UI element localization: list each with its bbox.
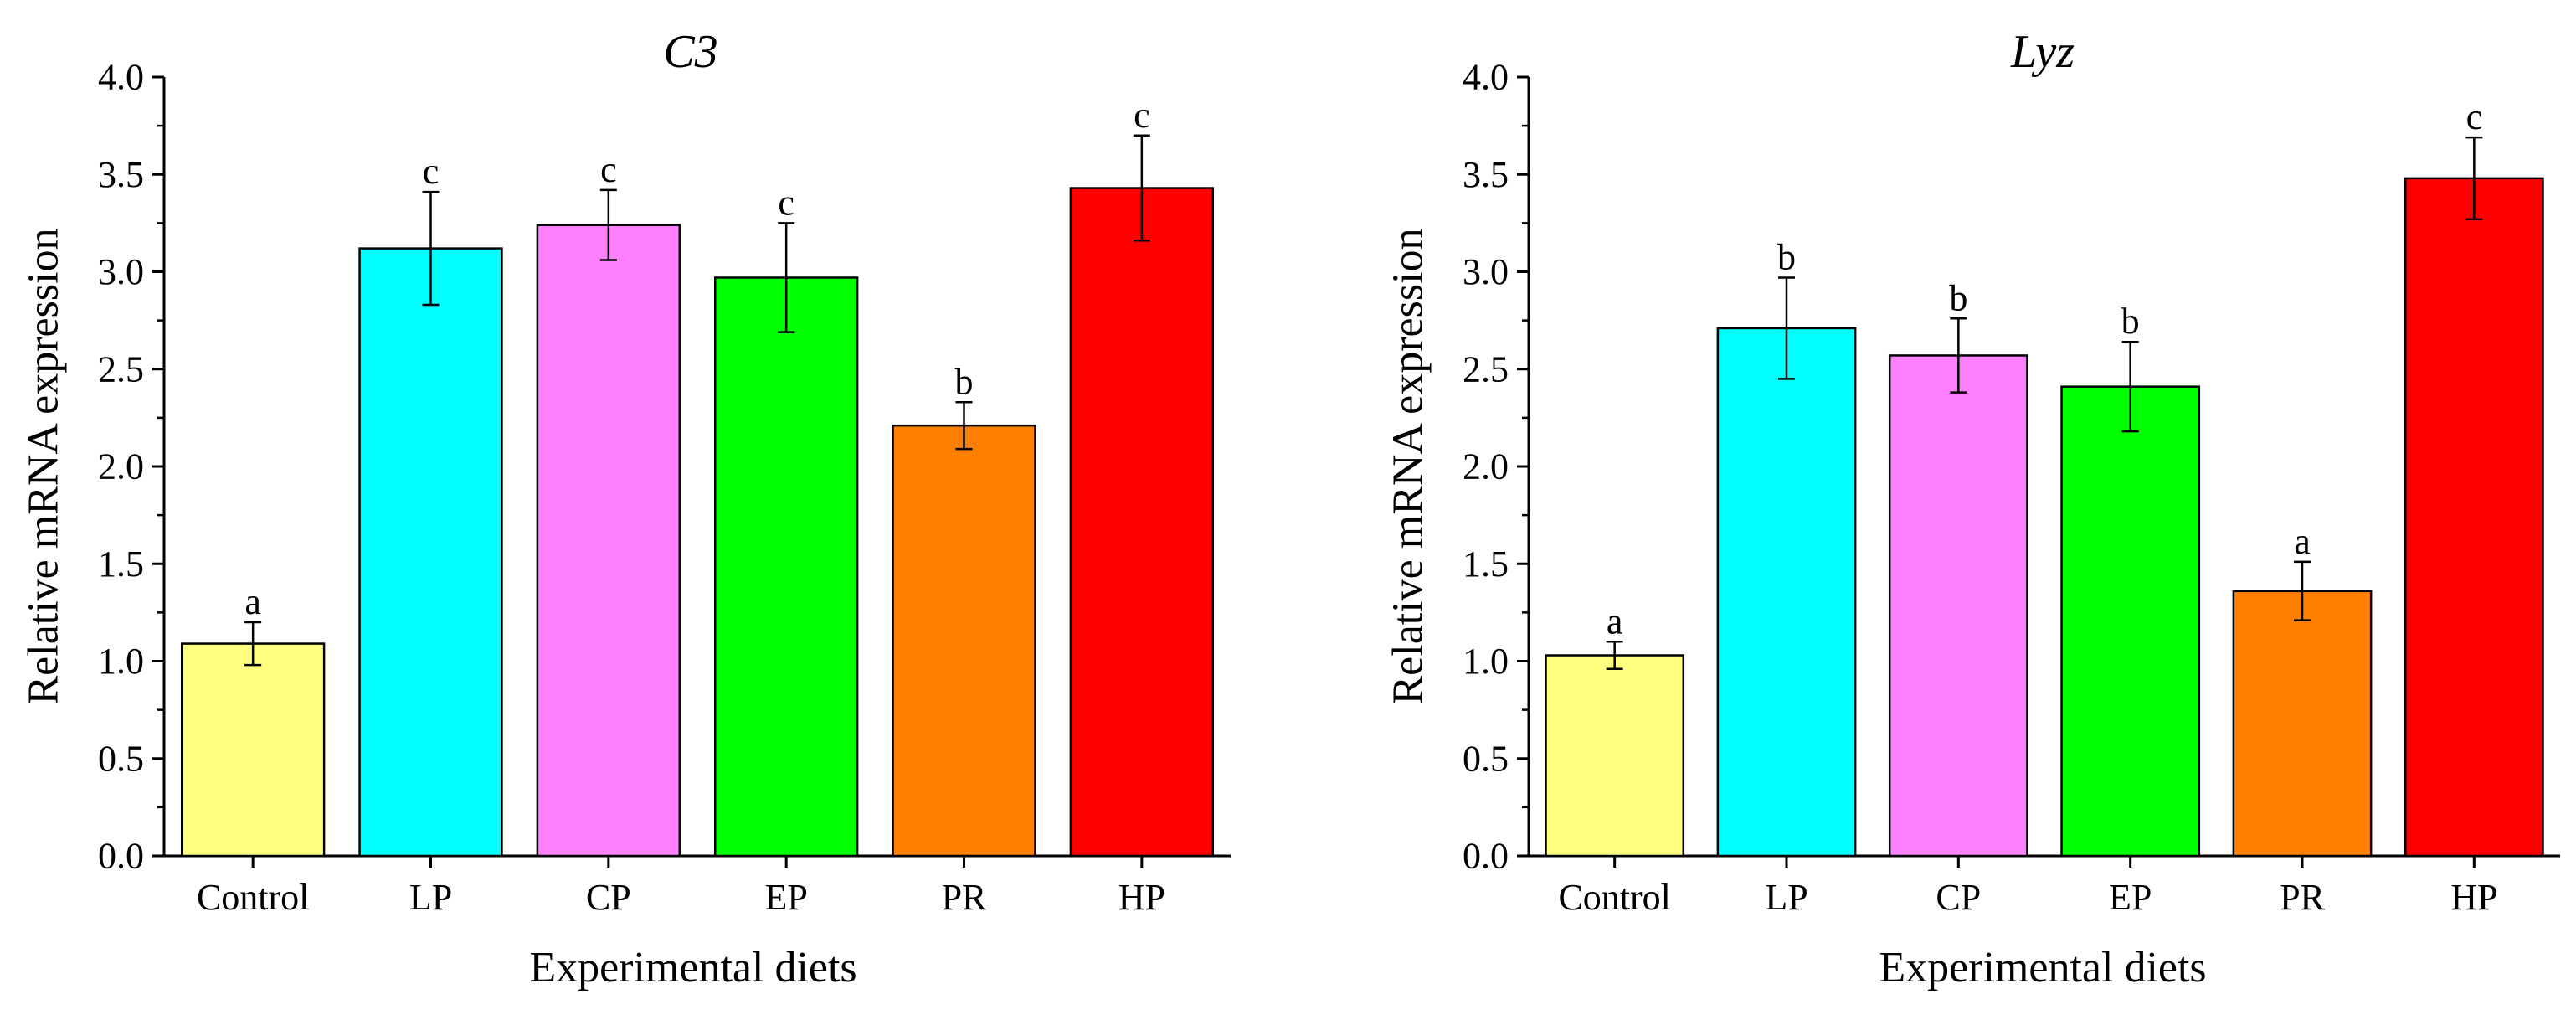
- bar-hp: [2404, 177, 2544, 858]
- significance-label: c: [600, 149, 617, 190]
- x-tick-label: CP: [586, 877, 631, 918]
- y-tick-label: 0.5: [1463, 738, 1509, 779]
- y-axis-title: Relative mRNA expression: [1385, 228, 1432, 704]
- bar-hp: [1069, 187, 1215, 858]
- y-tick-label: 0.0: [98, 836, 144, 877]
- chart-panel-c3: C3 Relative mRNA expression Experimental…: [20, 26, 1231, 992]
- significance-label: c: [423, 151, 440, 192]
- bar-cp: [1888, 354, 2028, 858]
- chart-title: Lyz: [2010, 26, 2075, 78]
- chart-title: C3: [663, 26, 717, 78]
- significance-label: c: [2466, 96, 2483, 137]
- y-tick-label: 3.5: [1463, 154, 1509, 195]
- y-tick-label: 3.0: [1463, 251, 1509, 292]
- significance-label: b: [1949, 277, 1967, 318]
- significance-label: a: [244, 581, 261, 622]
- x-tick-label: EP: [764, 877, 807, 918]
- y-tick-label: 2.5: [1463, 348, 1509, 389]
- bar-control: [180, 642, 326, 858]
- y-tick-label: 1.5: [1463, 543, 1509, 585]
- y-tick-label: 0.5: [98, 738, 144, 779]
- bar-control: [1545, 654, 1685, 858]
- y-tick-label: 2.0: [98, 446, 144, 487]
- y-axis-title: Relative mRNA expression: [20, 228, 68, 704]
- y-tick-label: 2.0: [1463, 446, 1509, 487]
- y-tick-label: 1.5: [98, 543, 144, 585]
- significance-label: c: [778, 182, 794, 223]
- y-tick-label: 1.0: [98, 641, 144, 682]
- x-tick-label: HP: [1118, 877, 1165, 918]
- y-tick-label: 3.5: [98, 154, 144, 195]
- bar-lp: [358, 247, 503, 858]
- chart-panel-lyz: Lyz Relative mRNA expression Experimenta…: [1385, 26, 2560, 992]
- x-axis-title: Experimental diets: [529, 944, 856, 992]
- x-tick-label: HP: [2450, 877, 2497, 918]
- y-tick-label: 3.0: [98, 251, 144, 292]
- y-tick-label: 1.0: [1463, 641, 1509, 682]
- bar-lp: [1716, 327, 1857, 858]
- x-tick-label: CP: [1936, 877, 1981, 918]
- y-tick-label: 2.5: [98, 348, 144, 389]
- x-axis-title: Experimental diets: [1879, 944, 2206, 992]
- x-tick-label: Control: [197, 877, 309, 918]
- significance-label: b: [1777, 236, 1796, 277]
- x-tick-label: PR: [942, 877, 987, 918]
- x-tick-label: LP: [409, 877, 452, 918]
- significance-label: a: [1607, 600, 1623, 641]
- bar-pr: [892, 424, 1036, 858]
- x-tick-label: EP: [2109, 877, 2152, 918]
- bar-ep: [713, 276, 859, 858]
- significance-label: c: [1134, 95, 1150, 136]
- x-tick-label: Control: [1558, 877, 1670, 918]
- bar-pr: [2232, 590, 2373, 858]
- y-tick-label: 4.0: [98, 57, 144, 98]
- significance-label: a: [2294, 521, 2311, 562]
- bar-ep: [2060, 385, 2201, 858]
- significance-label: b: [2121, 301, 2140, 342]
- y-tick-label: 0.0: [1463, 836, 1509, 877]
- significance-label: b: [955, 361, 974, 402]
- bar-cp: [536, 224, 681, 858]
- x-tick-label: LP: [1765, 877, 1807, 918]
- x-tick-label: PR: [2280, 877, 2325, 918]
- y-tick-label: 4.0: [1463, 57, 1509, 98]
